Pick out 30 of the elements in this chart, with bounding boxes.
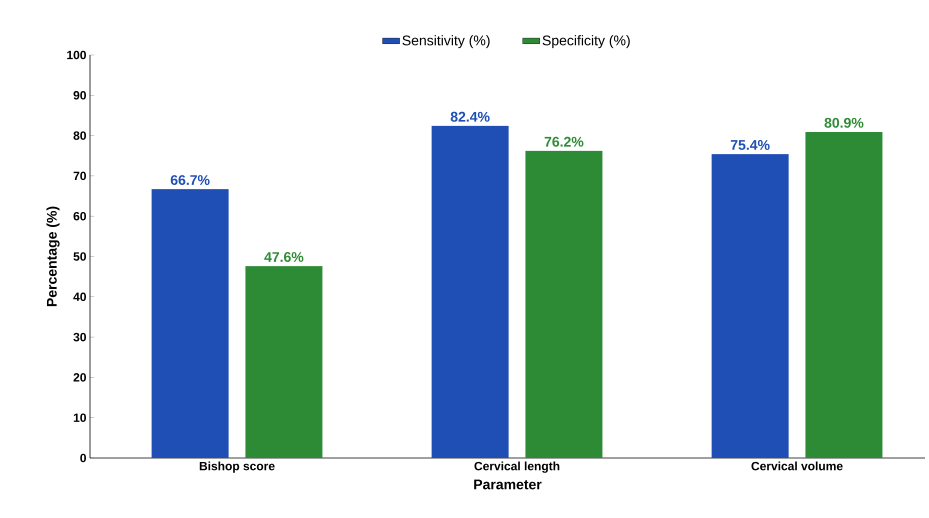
bar <box>432 126 509 458</box>
y-tick-label: 100 <box>67 50 86 60</box>
data-label: 82.4% <box>450 112 490 122</box>
y-tick-label: 60 <box>74 212 86 220</box>
x-axis-title: Parameter <box>474 480 542 490</box>
x-tick-label: Cervical length <box>474 462 560 473</box>
x-tick-label: Bishop score <box>200 462 275 473</box>
data-label: 80.9% <box>824 118 864 128</box>
x-tick-label: Cervical volume <box>752 462 843 470</box>
y-tick-label: 70 <box>74 172 86 180</box>
y-tick-label: 90 <box>74 91 86 100</box>
bar <box>152 189 229 458</box>
data-label: 66.7% <box>170 175 210 185</box>
legend-label: Sensitivity (%) <box>402 35 490 48</box>
y-tick-label: 80 <box>74 131 86 140</box>
bar <box>245 266 322 458</box>
legend-label: Specificity (%) <box>542 35 630 48</box>
y-tick-label: 30 <box>73 332 86 342</box>
y-tick-label: 40 <box>73 292 86 302</box>
y-tick-label: 10 <box>74 413 86 422</box>
y-axis-title: Percentage (%) <box>46 206 60 306</box>
y-tick-label: 20 <box>74 373 86 382</box>
y-tick-label: 0 <box>80 454 86 462</box>
bar <box>712 154 789 458</box>
bar <box>805 132 882 458</box>
data-label: 76.2% <box>544 136 584 147</box>
y-tick-label: 50 <box>74 252 86 261</box>
data-label: 47.6% <box>264 252 304 262</box>
data-label: 75.4% <box>730 140 770 150</box>
bar <box>525 150 602 458</box>
